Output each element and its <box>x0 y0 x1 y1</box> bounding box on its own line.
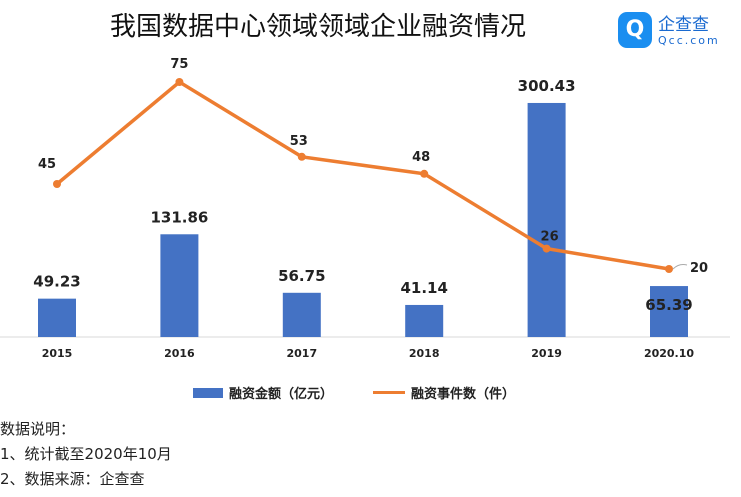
line-point-2017 <box>297 152 306 161</box>
bar-2020.10 <box>650 286 688 337</box>
line-data-label: 53 <box>290 134 308 149</box>
logo-sub: Qcc.com <box>658 34 720 47</box>
x-tick-label: 2018 <box>409 347 440 360</box>
bar-2015 <box>38 298 76 337</box>
note-heading: 数据说明： <box>0 420 76 438</box>
legend-bar-swatch <box>193 387 223 398</box>
bar-data-label: 41.14 <box>400 279 447 297</box>
line-data-label: 20 <box>690 261 708 276</box>
line-point-2015 <box>53 180 61 188</box>
line-point-2019 <box>542 244 551 253</box>
x-tick-label: 2020.10 <box>644 347 694 360</box>
bar-2019 <box>527 102 566 337</box>
bar-data-label: 49.23 <box>33 273 80 291</box>
bar-2018 <box>405 304 444 337</box>
legend-line-label: 融资事件数（件） <box>411 387 516 402</box>
note-1: 1、统计截至2020年10月 <box>0 445 172 463</box>
line-data-label: 48 <box>412 150 430 165</box>
x-tick-label: 2015 <box>42 347 73 360</box>
bar-data-label: 131.86 <box>150 208 208 226</box>
bar-data-label: 56.75 <box>278 267 325 285</box>
x-tick-label: 2016 <box>164 347 195 360</box>
bar-2017 <box>282 292 321 337</box>
label-leader-line <box>672 264 688 270</box>
line-point-2016 <box>175 78 184 86</box>
chart-area: 2015 2016 2017 2018 2019 2020.10 49.23 131.86 56… <box>0 57 730 360</box>
line-data-label: 45 <box>38 157 56 172</box>
legend-item-line: 融资事件数（件） <box>373 383 515 402</box>
line-series <box>55 79 670 271</box>
bar-data-label: 300.43 <box>518 77 576 95</box>
qcc-logo: Q 企查查 Qcc.com <box>618 8 740 52</box>
legend-bar-label: 融资金额（亿元） <box>229 387 334 402</box>
qcc-logo-icon: Q <box>618 12 652 48</box>
legend-item-bar: 融资金额（亿元） <box>193 383 333 402</box>
note-2: 2、数据来源：企查查 <box>0 470 145 488</box>
logo-name: 企查查 <box>658 15 709 35</box>
chart-title: 我国数据中心领域领域企业融资情况 <box>110 12 527 42</box>
bar-data-label: 65.39 <box>645 296 692 314</box>
bar-2016 <box>160 234 199 337</box>
x-tick-label: 2017 <box>286 347 317 360</box>
line-point-2018 <box>420 169 429 178</box>
line-data-label: 75 <box>170 57 188 72</box>
legend-line-swatch <box>373 391 405 394</box>
line-point-2020.10 <box>665 265 673 273</box>
line-data-label: 26 <box>541 230 559 245</box>
x-tick-label: 2019 <box>531 347 562 360</box>
